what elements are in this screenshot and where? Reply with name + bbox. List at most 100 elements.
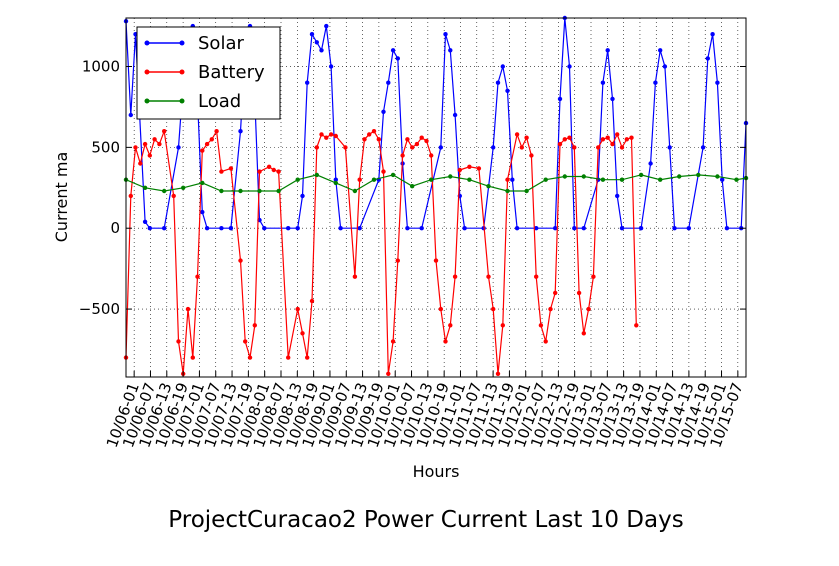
series-battery [123,129,639,376]
data-point-battery [286,355,291,360]
data-point-battery [596,145,601,150]
data-point-solar [581,226,586,231]
data-point-solar [200,209,205,215]
data-point-load [276,188,281,194]
data-point-solar [328,64,334,69]
data-point-solar [443,32,448,37]
data-point-battery [476,166,482,171]
data-point-battery [243,339,248,344]
data-point-solar [286,226,291,231]
data-point-load [142,185,148,190]
data-point-battery [157,141,162,147]
data-point-solar [147,226,152,231]
data-point-solar [357,226,362,231]
data-point-battery [505,177,510,182]
data-point-solar [462,226,467,231]
data-point-battery [567,135,572,140]
data-point-solar [228,226,234,231]
data-point-battery [448,323,453,328]
data-point-solar [662,64,668,69]
data-point-load [505,188,510,194]
data-point-battery [228,166,234,171]
data-point-solar [600,80,606,85]
data-point-battery [171,193,176,199]
data-point-load [181,185,186,190]
data-point-battery [438,306,443,312]
data-point-solar [381,109,386,115]
data-point-solar [491,145,496,150]
y-tick-label: −500 [79,300,120,318]
data-point-battery [534,274,539,279]
data-point-load [429,177,434,182]
data-point-battery [491,306,496,312]
data-point-solar [204,226,210,231]
data-point-solar [724,226,730,231]
data-point-solar [390,48,396,53]
legend-marker-battery [179,69,185,75]
data-point-solar [500,64,505,69]
data-point-battery [367,132,372,137]
data-point-battery [257,169,262,174]
chart-title: ProjectCuracao2 Power Current Last 10 Da… [168,507,683,533]
data-point-battery [319,132,324,137]
data-point-solar [386,80,391,85]
data-point-solar [710,32,715,37]
legend-marker-load [179,98,185,104]
data-point-battery [324,135,329,140]
data-point-battery [610,141,615,147]
data-point-solar [395,56,400,61]
data-point-load [257,188,262,194]
data-point-battery [619,145,625,150]
series-load [123,172,749,194]
data-point-battery [576,290,582,296]
data-point-solar [333,177,338,182]
data-point-battery [247,355,253,360]
data-point-battery [538,323,544,328]
data-point-solar [572,226,577,231]
data-point-battery [586,306,591,312]
data-point-solar [715,80,720,85]
data-point-battery [486,274,491,279]
data-point-solar [648,161,653,166]
data-point-battery [562,137,567,142]
data-point-solar [667,145,672,150]
data-point-solar [142,219,148,224]
data-point-battery [200,148,205,153]
data-point-battery [529,153,534,158]
data-point-battery [629,135,634,140]
data-point-battery [605,135,610,140]
data-point-battery [581,331,586,336]
data-point-battery [185,306,191,312]
data-point-load [371,177,377,182]
data-point-battery [305,355,310,360]
y-tick-label: 500 [91,138,120,156]
data-point-battery [591,274,596,279]
data-point-solar [419,226,424,231]
data-point-load [524,188,529,194]
x-axis-label: Hours [413,462,460,481]
data-point-solar [405,226,410,231]
data-point-battery [386,371,391,376]
data-point-battery [615,132,620,137]
data-point-solar [305,80,310,85]
data-point-load [543,177,548,182]
data-point-load [562,174,567,179]
x-axis: 10/06-0110/06-0710/06-1310/06-1910/07-01… [103,371,747,450]
data-point-battery [295,306,300,312]
data-point-battery [190,355,195,360]
data-point-solar [619,226,625,231]
data-point-battery [195,274,200,279]
data-point-battery [500,323,505,328]
data-point-battery [252,323,257,328]
data-point-battery [142,141,148,147]
data-point-battery [362,137,367,142]
data-point-battery [352,274,358,279]
data-point-solar [534,226,539,231]
data-point-battery [371,129,377,134]
data-point-solar [510,177,515,182]
data-point-battery [419,135,424,140]
y-axis: −500 0 500 1000 [79,58,746,318]
data-point-battery [276,169,281,174]
data-point-battery [357,177,362,182]
data-point-battery [238,258,243,263]
